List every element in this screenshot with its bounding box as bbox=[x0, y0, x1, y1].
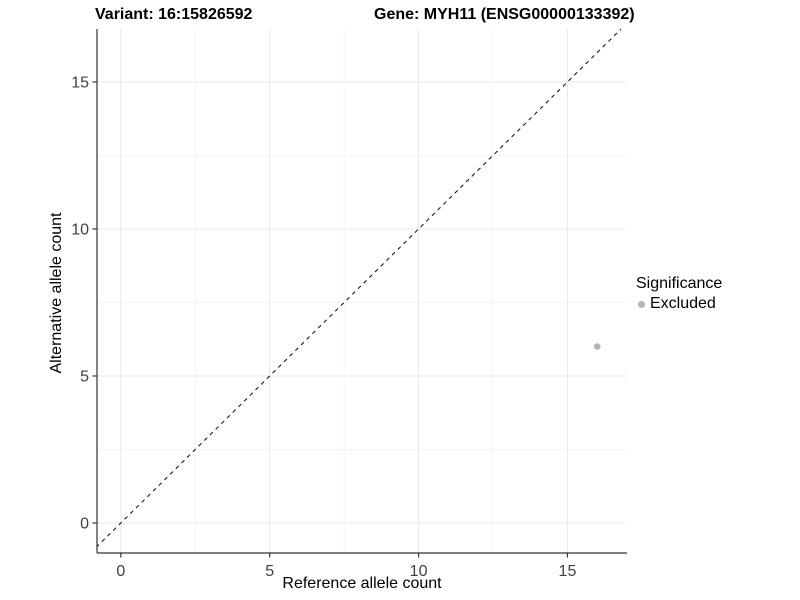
y-tick-label: 0 bbox=[80, 516, 89, 533]
plot-title-variant: Variant: 16:15826592 bbox=[95, 6, 253, 23]
plot-title-gene: Gene: MYH11 (ENSG00000133392) bbox=[374, 6, 635, 23]
y-tick-label: 15 bbox=[71, 75, 89, 92]
legend-point-icon bbox=[638, 300, 645, 308]
x-tick-label: 10 bbox=[410, 563, 428, 580]
legend-item-label: Excluded bbox=[650, 295, 716, 312]
x-tick-label: 0 bbox=[116, 563, 125, 580]
legend: Significance Excluded bbox=[636, 274, 722, 313]
y-tick-label: 10 bbox=[71, 222, 89, 239]
y-axis-title: Alternative allele count bbox=[48, 212, 65, 374]
identity-dashed-line bbox=[97, 29, 622, 548]
data-point bbox=[593, 343, 601, 350]
x-tick-label: 5 bbox=[265, 563, 274, 580]
y-tick-label: 5 bbox=[80, 369, 89, 386]
legend-item-excluded: Excluded bbox=[636, 295, 722, 313]
x-axis-title: Reference allele count bbox=[282, 575, 442, 592]
legend-title: Significance bbox=[636, 275, 723, 292]
x-tick-label: 15 bbox=[559, 563, 577, 580]
